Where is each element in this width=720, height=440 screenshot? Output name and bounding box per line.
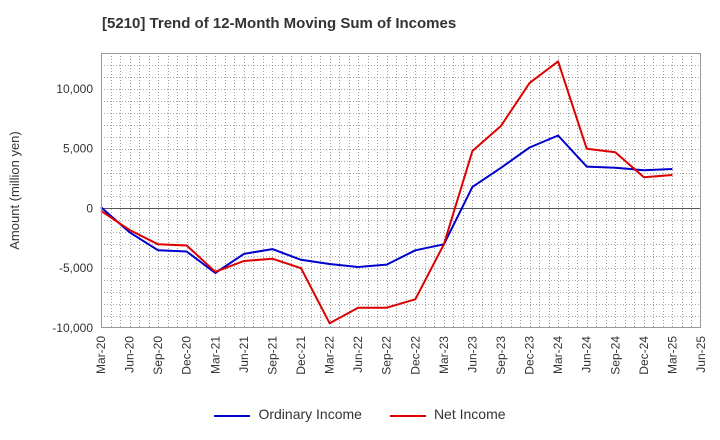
y-axis-title: Amount (million yen) <box>7 131 22 250</box>
x-tick-label: Mar-25 <box>665 336 679 374</box>
x-tick-label: Jun-23 <box>465 336 479 373</box>
series-line-ordinary-income <box>100 134 673 274</box>
x-tick-label: Jun-20 <box>123 336 137 373</box>
grid <box>101 53 701 328</box>
y-tick-label: 0 <box>86 201 93 215</box>
x-tick-label: Sep-21 <box>265 336 279 375</box>
legend-item-ordinary-income: Ordinary Income <box>214 406 362 423</box>
x-tick-label: Sep-22 <box>380 336 394 375</box>
y-tick-label: -5,000 <box>59 261 93 275</box>
y-tick-label: 5,000 <box>63 142 93 156</box>
x-tick-label: Dec-22 <box>408 336 422 375</box>
x-axis-ticks: Mar-20 Jun-20 Sep-20 Dec-20 Mar-21 Jun-21 Sep-… <box>94 336 708 375</box>
y-axis-ticks: -10,000 -5,000 0 5,000 10,000 <box>52 82 93 335</box>
x-tick-label: Dec-21 <box>294 336 308 375</box>
y-tick-label: -10,000 <box>52 321 93 335</box>
x-tick-label: Sep-24 <box>608 336 622 375</box>
x-tick-label: Jun-25 <box>694 336 708 373</box>
x-tick-label: Jun-21 <box>237 336 251 373</box>
x-tick-label: Sep-20 <box>151 336 165 375</box>
legend-swatch <box>214 414 251 417</box>
legend-label: Net Income <box>433 406 506 423</box>
x-tick-label: Sep-23 <box>494 336 508 375</box>
plot-frame <box>101 53 701 328</box>
x-tick-label: Dec-23 <box>523 336 537 375</box>
legend: Ordinary Income Net Income <box>0 405 720 422</box>
x-tick-label: Jun-24 <box>580 336 594 373</box>
chart-title: [5210] Trend of 12-Month Moving Sum of I… <box>102 15 457 32</box>
y-tick-label: 10,000 <box>56 82 93 96</box>
legend-item-net-income: Net Income <box>389 406 506 423</box>
plot-background <box>101 53 701 328</box>
series-lines <box>100 60 673 325</box>
x-tick-label: Mar-24 <box>551 336 565 374</box>
x-tick-label: Mar-22 <box>323 336 337 374</box>
x-tick-label: Dec-24 <box>637 336 651 375</box>
x-tick-label: Dec-20 <box>180 336 194 375</box>
x-tick-label: Mar-20 <box>94 336 108 374</box>
legend-label: Ordinary Income <box>258 406 362 423</box>
series-line-net-income <box>100 60 673 325</box>
legend-swatch <box>389 414 426 417</box>
x-tick-label: Mar-21 <box>208 336 222 374</box>
x-tick-label: Mar-23 <box>437 336 451 374</box>
x-tick-label: Jun-22 <box>351 336 365 373</box>
